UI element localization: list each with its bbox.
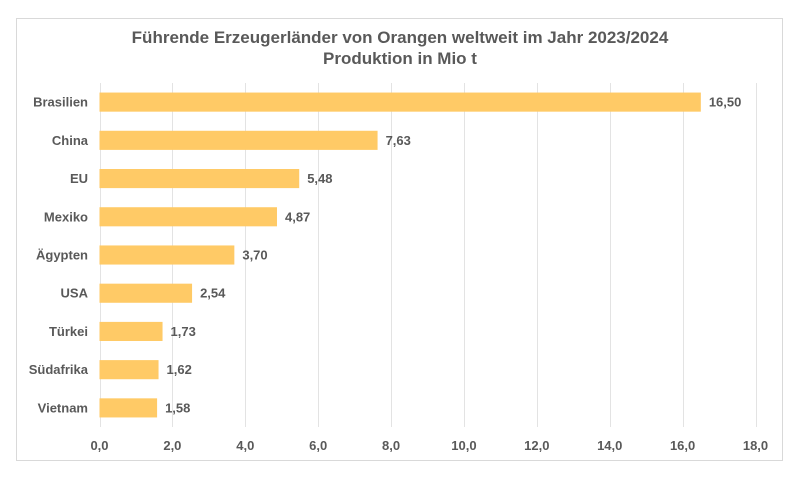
bar (99, 321, 163, 341)
data-label: 16,50 (709, 95, 742, 110)
x-tick-label: 16,0 (670, 438, 695, 453)
bar (99, 92, 701, 112)
x-tick-label: 6,0 (309, 438, 327, 453)
chart-title-main: Führende Erzeugerländer von Orangen welt… (131, 28, 669, 47)
category-label: Vietnam (38, 400, 88, 415)
x-tick-label: 12,0 (524, 438, 549, 453)
x-tick-label: 4,0 (236, 438, 254, 453)
category-label: China (52, 133, 89, 148)
data-label: 5,48 (307, 171, 332, 186)
bar (99, 360, 159, 380)
category-label: Mexiko (44, 209, 88, 224)
x-tick-label: 10,0 (451, 438, 476, 453)
bar (99, 398, 158, 418)
category-label: Ägypten (36, 248, 88, 263)
category-label: Türkei (49, 324, 88, 339)
bar (99, 245, 235, 265)
data-label: 1,62 (167, 362, 192, 377)
bar (99, 283, 193, 303)
chart-title: Führende Erzeugerländer von Orangen welt… (0, 27, 800, 69)
bar (99, 169, 300, 189)
x-tick-label: 8,0 (382, 438, 400, 453)
x-tick-label: 0,0 (90, 438, 108, 453)
category-label: Südafrika (29, 362, 89, 377)
x-axis-tick-labels: 0,0 2,0 4,0 6,0 8,0 10,0 12,0 14,0 16,0 18,0 (90, 438, 768, 453)
bar (99, 207, 277, 227)
category-label: USA (61, 286, 89, 301)
data-label: 2,54 (200, 286, 226, 301)
chart-frame (16, 18, 783, 461)
bars (99, 92, 701, 418)
data-labels: 16,50 7,63 5,48 4,87 3,70 2,54 1,73 1,62 1,58 (165, 95, 741, 416)
chart-subtitle: Produktion in Mio t (323, 49, 477, 68)
category-label: Brasilien (33, 95, 88, 110)
data-label: 1,73 (171, 324, 196, 339)
data-label: 7,63 (386, 133, 411, 148)
data-label: 4,87 (285, 209, 310, 224)
x-tick-label: 14,0 (597, 438, 622, 453)
x-tick-label: 18,0 (743, 438, 768, 453)
bar (99, 130, 378, 150)
category-label: EU (70, 171, 88, 186)
category-labels: Brasilien China EU Mexiko Ägypten USA Türkei Sü… (29, 95, 89, 416)
x-tick-label: 2,0 (163, 438, 181, 453)
data-label: 1,58 (165, 400, 190, 415)
data-label: 3,70 (242, 248, 267, 263)
